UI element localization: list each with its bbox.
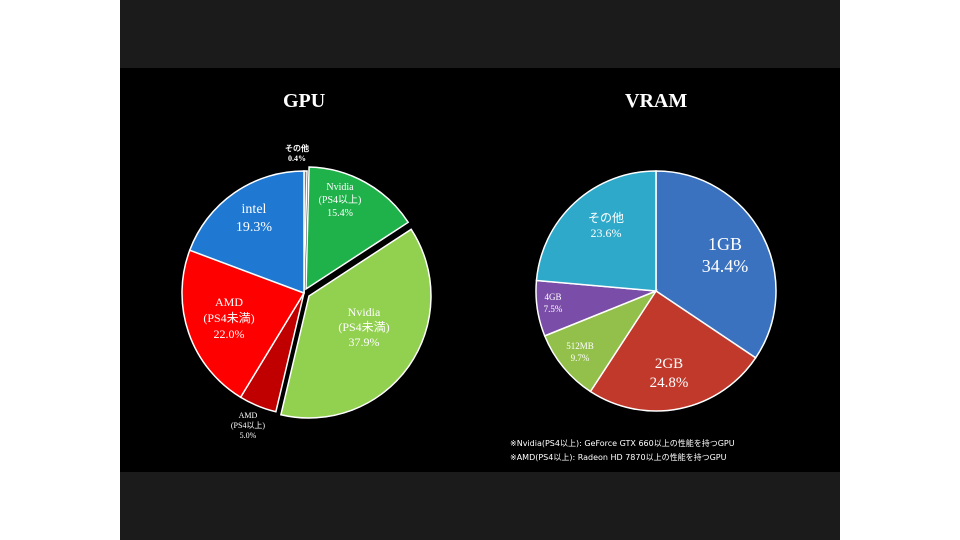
- gpu-slice-1: [305, 166, 410, 291]
- vram-chart-title: VRAM: [625, 90, 688, 112]
- vram-slice-label-4: その他 23.6%: [588, 211, 624, 240]
- gpu-slice-label-5: intel 19.3%: [236, 202, 273, 235]
- gpu-slice-label-1: Nvidia (PS4以上) 15.4%: [319, 182, 362, 219]
- vram-slice-1: [589, 289, 757, 412]
- bottom-letterbox: [120, 472, 840, 540]
- gpu-slice-label-4: AMD (PS4未満) 22.0%: [203, 295, 254, 341]
- vram-slice-label-1: 2GB 24.8%: [650, 356, 689, 391]
- top-letterbox: [120, 0, 840, 68]
- footnote-nvidia: ※Nvidia(PS4以上): GeForce GTX 660以上の性能を持つG…: [510, 439, 735, 448]
- gpu-chart-title: GPU: [283, 90, 326, 112]
- gpu-slice-label-3: AMD (PS4以上) 5.0%: [231, 411, 266, 440]
- gpu-slice-label-2: Nvidia (PS4未満) 37.9%: [338, 305, 389, 349]
- footnote-amd: ※AMD(PS4以上): Radeon HD 7870以上の性能を持つGPU: [510, 453, 727, 462]
- gpu-slice-4: [181, 249, 306, 399]
- vram-slice-0: [655, 170, 777, 359]
- vram-slice-label-3: 4GB 7.5%: [544, 292, 563, 314]
- vram-slice-4: [535, 170, 657, 292]
- gpu-slice-5: [188, 170, 305, 295]
- gpu-slice-label-0: その他 0.4%: [285, 143, 309, 163]
- vram-slice-label-2: 512MB 9.7%: [566, 341, 594, 363]
- vram-slice-2: [543, 289, 658, 393]
- gpu-slice-2: [279, 228, 432, 419]
- vram-slice-label-0: 1GB 34.4%: [702, 234, 749, 276]
